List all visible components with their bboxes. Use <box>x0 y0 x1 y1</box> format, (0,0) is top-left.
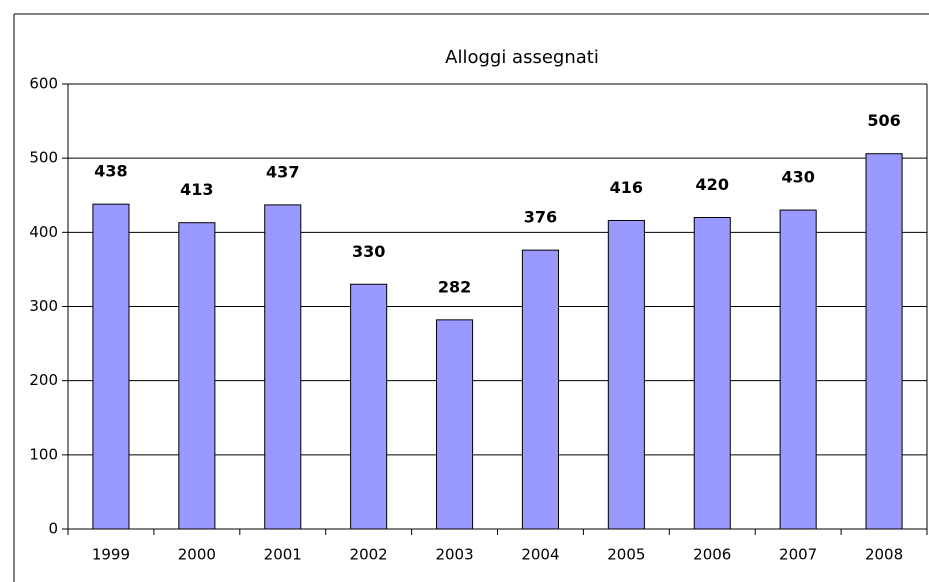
value-label-bg <box>774 166 823 191</box>
value-label: 438 <box>94 162 127 181</box>
y-tick-label: 100 <box>29 445 58 463</box>
value-label-bg <box>86 160 135 185</box>
bar <box>693 217 731 530</box>
value-label: 282 <box>438 277 471 296</box>
value-label-bg <box>516 206 565 231</box>
chart-title: Alloggi assegnati <box>445 47 599 68</box>
y-tick-label: 200 <box>29 371 58 389</box>
x-tick-label: 2001 <box>264 546 302 564</box>
value-label-bg <box>172 178 221 203</box>
y-tick-label: 500 <box>29 149 58 167</box>
x-tick-label: 2005 <box>607 546 645 564</box>
value-label-bg <box>344 240 393 265</box>
bar <box>264 204 302 530</box>
y-tick-label: 600 <box>29 75 58 93</box>
value-label: 506 <box>867 111 900 130</box>
bar <box>779 209 817 530</box>
bar <box>521 249 559 530</box>
value-label: 376 <box>524 208 557 227</box>
value-label-bg <box>860 109 909 134</box>
bar <box>865 153 903 530</box>
value-label-bg <box>430 275 479 300</box>
value-label: 416 <box>610 178 643 197</box>
value-label-bg <box>258 160 307 185</box>
x-tick-label: 2007 <box>779 546 817 564</box>
value-label: 413 <box>180 180 213 199</box>
value-label: 420 <box>696 175 729 194</box>
bar <box>92 203 130 530</box>
x-tick-label: 2004 <box>521 546 559 564</box>
x-tick-label: 2003 <box>435 546 473 564</box>
x-tick-label: 2002 <box>350 546 388 564</box>
bar <box>350 283 388 530</box>
value-label-bg <box>602 176 651 201</box>
value-label-bg <box>688 173 737 198</box>
bar <box>178 222 216 530</box>
value-label: 437 <box>266 162 299 181</box>
bar <box>607 219 645 530</box>
x-tick-label: 1999 <box>92 546 130 564</box>
y-tick-label: 0 <box>48 520 58 538</box>
bar <box>436 319 474 530</box>
value-label: 330 <box>352 242 385 261</box>
y-tick-label: 400 <box>29 223 58 241</box>
x-tick-label: 2006 <box>693 546 731 564</box>
x-tick-label: 2008 <box>865 546 903 564</box>
x-tick-label: 2000 <box>178 546 216 564</box>
value-label: 430 <box>781 168 814 187</box>
y-tick-label: 300 <box>29 297 58 315</box>
